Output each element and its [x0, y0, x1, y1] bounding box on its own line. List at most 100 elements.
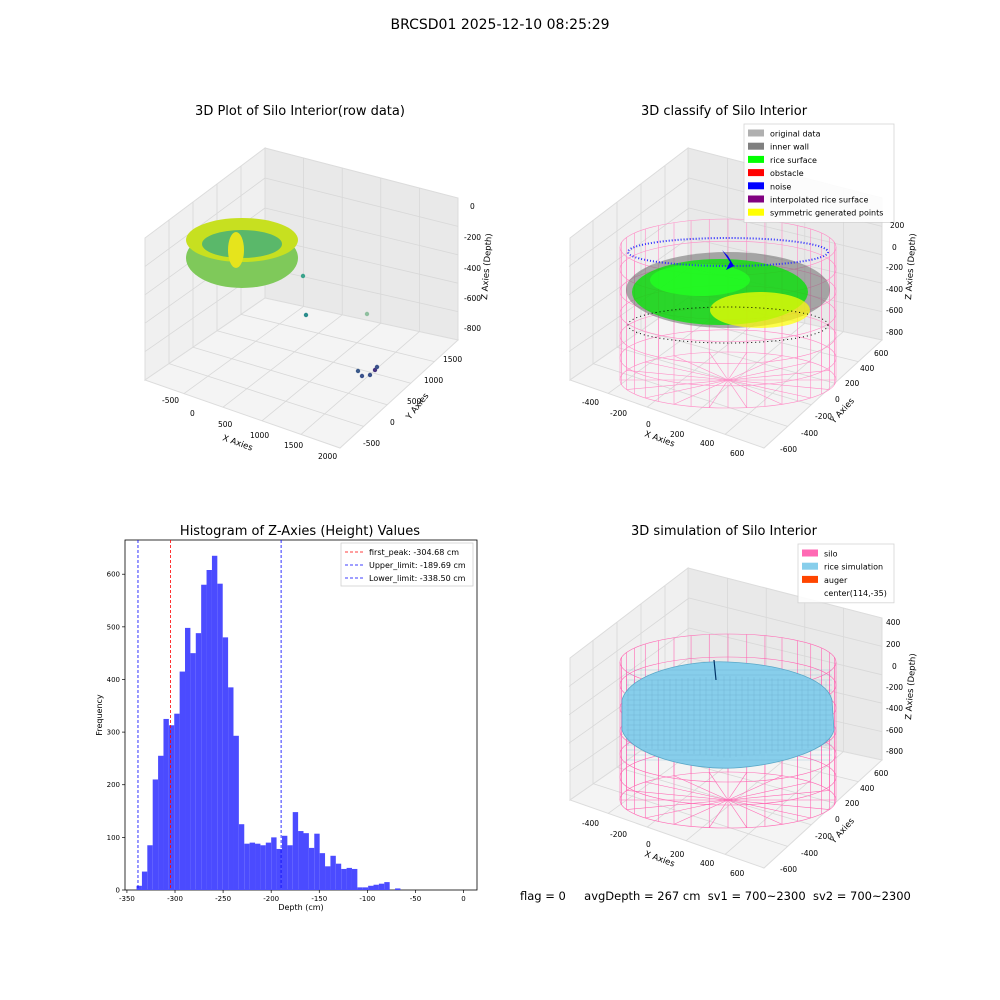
histogram-bar: [292, 812, 299, 890]
histogram-bar: [185, 627, 191, 890]
histogram-bar: [222, 637, 229, 890]
simulation-y-tick: 0: [835, 815, 840, 824]
histogram-bars: [136, 555, 401, 890]
raw-outlier-point: [355, 368, 361, 374]
raw-y-tick: 1000: [424, 376, 443, 385]
simulation-legend-swatch: [802, 575, 818, 583]
classify-x-tick: -200: [610, 409, 627, 418]
classify-legend-swatch: [748, 155, 764, 163]
figure-title: BRCSD01 2025-12-10 08:25:29: [390, 17, 610, 33]
raw-x-tick: 0: [190, 409, 195, 418]
raw-x-tick: 500: [218, 420, 233, 429]
histogram-bar: [152, 779, 159, 890]
classify-z-tick: -200: [886, 263, 903, 272]
raw-z-tick: -200: [464, 233, 481, 242]
simulation-x-tick: 400: [700, 859, 715, 868]
simulation-z-tick: 0: [892, 662, 897, 671]
classify-x-tick: -400: [582, 398, 599, 407]
histogram-reference-lines: [137, 540, 282, 890]
simulation-rice-surface: [621, 659, 835, 769]
classify-legend-label: noise: [770, 182, 791, 191]
histogram-y-tick-label: 200: [107, 781, 120, 789]
classify-z-tick: -600: [886, 306, 903, 315]
raw-y-tick: 0: [390, 418, 395, 427]
histogram-bar: [255, 843, 261, 890]
histogram-y-tick-label: 100: [107, 834, 120, 842]
simulation-legend-swatch: [802, 549, 818, 557]
histogram-bar: [179, 671, 186, 890]
raw-y-tick: 500: [407, 397, 422, 406]
histogram-x-tick-label: -200: [263, 895, 279, 903]
simulation-y-tick: 600: [874, 769, 889, 778]
histogram-bar: [373, 884, 379, 890]
histogram-legend-label: Upper_limit: -189.69 cm: [369, 561, 466, 570]
histogram-bar: [341, 868, 347, 890]
histogram-bar: [335, 863, 342, 890]
histogram-y-axis-label: Frequency: [95, 694, 104, 736]
simulation-z-tick: 400: [886, 618, 901, 627]
histogram-bar: [168, 725, 175, 890]
histogram-bar: [303, 833, 309, 890]
histogram-bar: [357, 887, 363, 890]
classify-y-tick: -200: [815, 412, 832, 421]
raw-z-axis-label: Z Axies (Depth): [480, 233, 495, 300]
histogram-bar: [298, 831, 304, 890]
simulation-legend-label: auger: [824, 576, 848, 585]
classify-y-tick: 200: [845, 379, 860, 388]
classify-legend-label: original data: [770, 130, 821, 139]
histogram-title: Histogram of Z-Axies (Height) Values: [179, 524, 421, 539]
histogram-bar: [287, 845, 293, 890]
histogram-bar: [260, 845, 266, 890]
histogram-bar: [158, 755, 164, 890]
histogram-bar: [190, 653, 196, 890]
histogram-bar: [276, 848, 282, 890]
histogram-bar: [147, 845, 153, 890]
histogram-bar: [244, 843, 250, 890]
histogram-legend-label: Lower_limit: -338.50 cm: [369, 574, 466, 583]
histogram-bar: [233, 735, 239, 890]
histogram-bar: [163, 718, 169, 890]
simulation-z-tick: -800: [886, 747, 903, 756]
histogram-bar: [384, 882, 390, 890]
raw-outlier-point: [364, 311, 370, 317]
classify-legend-swatch: [748, 195, 764, 203]
raw-z-tick: -800: [464, 324, 481, 333]
classify-legend-label: symmetric generated points: [770, 209, 883, 218]
histogram-bar: [325, 866, 331, 890]
histogram-bar: [362, 887, 369, 890]
histogram-bar: [141, 871, 148, 890]
classify-legend-swatch: [748, 208, 764, 216]
classify-legend-label: inner wall: [770, 143, 809, 152]
classify-legend-swatch: [748, 182, 764, 190]
simulation-legend-label: center(114,-35): [824, 589, 887, 598]
simulation-x-tick: -200: [610, 830, 627, 839]
classify-z-tick: 200: [890, 221, 905, 230]
histogram-bar: [174, 713, 180, 890]
histogram-bar: [346, 867, 352, 890]
histogram-x-tick-label: -100: [359, 895, 375, 903]
histogram-plot: -350 -300 -250 -200 -150 -100 -50 0 0 100 200 300 4…: [95, 539, 478, 912]
raw-y-tick: -500: [363, 439, 380, 448]
histogram-y-tick-label: 500: [107, 623, 120, 631]
classify-y-tick: 600: [874, 349, 889, 358]
raw-x-tick: 1000: [250, 431, 269, 440]
simulation-z-tick: -200: [886, 683, 903, 692]
simulation-legend-label: silo: [824, 550, 838, 559]
simulation-z-axis-label: Z Axies (Depth): [904, 653, 919, 720]
histogram-x-tick-label: -50: [410, 895, 421, 903]
histogram-bar: [195, 633, 202, 890]
simulation-legend-swatch: [802, 562, 818, 570]
raw-cloud-spike: [228, 232, 244, 268]
histogram-x-tick-label: 0: [461, 895, 465, 903]
histogram-bar: [395, 888, 401, 890]
simulation-x-tick: -400: [582, 819, 599, 828]
simulation-y-tick: 200: [845, 799, 860, 808]
raw-outlier-point: [359, 373, 365, 379]
sv1-value: sv1 = 700~2300: [707, 889, 806, 903]
histogram-y-tick-label: 400: [107, 676, 120, 684]
classify-legend-swatch: [748, 129, 764, 137]
raw-x-tick: 2000: [318, 452, 337, 461]
raw-outlier-point: [303, 312, 309, 318]
histogram-legend: first_peak: -304.68 cm Upper_limit: -189.…: [340, 542, 474, 587]
